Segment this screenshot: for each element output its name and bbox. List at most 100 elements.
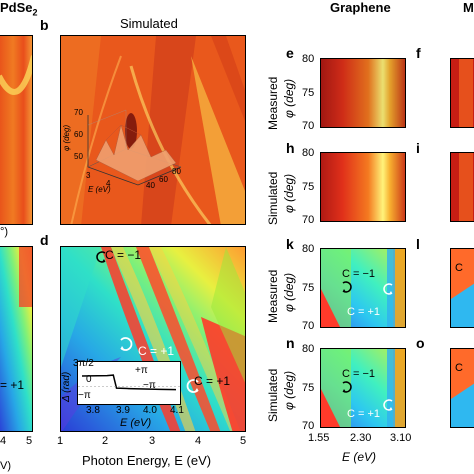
phase-inset-minus-pi: −π bbox=[143, 380, 156, 391]
k-rotation-arrow-icon bbox=[340, 280, 354, 294]
material-title-mid: Graphene bbox=[330, 0, 391, 15]
phase-inset-xtick-4.0: 4.0 bbox=[143, 405, 157, 416]
ylabel-n: φ (deg) bbox=[282, 370, 296, 410]
phase-inset-plot bbox=[77, 361, 181, 405]
row-label-e: Measured bbox=[266, 76, 280, 130]
phase-inset-ytick-bottom: −π bbox=[78, 390, 91, 401]
panel-letter-n: n bbox=[286, 335, 295, 351]
panel-letter-b: b bbox=[40, 17, 49, 33]
rotation-arrow-icon bbox=[94, 250, 108, 264]
n-rotation-arrow-icon bbox=[340, 380, 354, 394]
k-ytick-80: 80 bbox=[302, 243, 315, 255]
h-ytick-80: 80 bbox=[302, 147, 315, 159]
inset-3d-surface: 70 60 50 φ (deg) 3 4 E (eV) 40 60 80 bbox=[62, 105, 186, 200]
panel-f-map bbox=[450, 58, 474, 128]
ylabel-h: φ (deg) bbox=[282, 173, 296, 213]
e-ytick-70: 70 bbox=[302, 120, 315, 132]
n-c-plus-label: C = +1 bbox=[347, 408, 381, 420]
main-xlabel: Photon Energy, E (eV) bbox=[82, 453, 212, 468]
phase-inset-xlabel: E (eV) bbox=[120, 417, 152, 429]
row-label-k: Measured bbox=[266, 269, 280, 323]
panel-k-phase bbox=[320, 248, 406, 328]
rotation-arrow-icon-white bbox=[118, 336, 134, 352]
panel-letter-d: d bbox=[40, 232, 49, 248]
right-xtick-2.30: 2.30 bbox=[350, 432, 372, 444]
d-c-plus-right-label: C = +1 bbox=[194, 374, 231, 388]
n-ytick-80: 80 bbox=[302, 343, 315, 355]
phase-inset-ylabel: Δ (rad) bbox=[61, 371, 72, 402]
ylabel-e: φ (deg) bbox=[282, 78, 296, 118]
l-c-label: C bbox=[455, 262, 463, 274]
x-tick-3: 3 bbox=[149, 435, 156, 447]
n-ytick-75: 75 bbox=[302, 382, 315, 394]
e-ytick-80: 80 bbox=[302, 53, 315, 65]
h-ytick-75: 75 bbox=[302, 181, 315, 193]
e-ytick-75: 75 bbox=[302, 87, 315, 99]
left-x-tick-4: 4 bbox=[0, 435, 7, 447]
panel-i-map bbox=[450, 152, 474, 222]
material-title-right-fragment: M bbox=[463, 0, 474, 15]
panel-letter-k: k bbox=[286, 236, 294, 252]
x-tick-5: 5 bbox=[240, 435, 247, 447]
right-xtick-3.10: 3.10 bbox=[390, 432, 412, 444]
inset-3d-y-tick-60: 60 bbox=[159, 175, 168, 184]
n-rotation-arrow-icon-white bbox=[381, 398, 395, 412]
x-tick-2: 2 bbox=[102, 435, 109, 447]
panel-letter-f: f bbox=[416, 45, 421, 61]
inset-3d-x-label: E (eV) bbox=[88, 185, 111, 194]
panel-b-map bbox=[60, 35, 246, 225]
n-ytick-70: 70 bbox=[302, 420, 315, 432]
c-plus-left-fragment: = +1 bbox=[0, 378, 25, 392]
material-title-left: PdSe2 bbox=[0, 0, 38, 18]
x-tick-4: 4 bbox=[195, 435, 202, 447]
x-tick-1: 1 bbox=[57, 435, 64, 447]
inset-3d-z-tick-60: 60 bbox=[74, 130, 83, 139]
h-ytick-70: 70 bbox=[302, 214, 315, 226]
panel-n-phase bbox=[320, 348, 406, 428]
panel-e-map bbox=[320, 58, 406, 128]
phase-series-line bbox=[81, 374, 177, 391]
d-c-minus-label: C = −1 bbox=[105, 248, 142, 262]
phase-inset-ytick-top: 3π/2 bbox=[73, 358, 94, 369]
panel-title-b: Simulated bbox=[120, 16, 178, 31]
n-c-minus-label: C = −1 bbox=[342, 368, 376, 380]
o-c-label: C bbox=[455, 362, 463, 374]
k-c-plus-label: C = +1 bbox=[347, 306, 381, 318]
phase-inset-xtick-3.8: 3.8 bbox=[86, 405, 100, 416]
k-rotation-arrow-icon-white bbox=[381, 282, 395, 296]
panel-letter-h: h bbox=[286, 140, 295, 156]
row-label-h: Simulated bbox=[266, 171, 280, 225]
k-ytick-75: 75 bbox=[302, 282, 315, 294]
inset-3d-x-tick-3: 3 bbox=[86, 171, 91, 180]
left-axis-fragment-top: °) bbox=[0, 226, 9, 238]
phase-inset-xtick-4.1: 4.1 bbox=[170, 405, 184, 416]
phase-inset-xtick-3.9: 3.9 bbox=[116, 405, 130, 416]
k-c-minus-label: C = −1 bbox=[342, 268, 376, 280]
inset-3d-x-tick-4: 4 bbox=[106, 179, 111, 188]
right-xtick-1.55: 1.55 bbox=[308, 432, 330, 444]
phase-inset-plus-pi: +π bbox=[135, 365, 148, 376]
panel-letter-o: o bbox=[416, 335, 425, 351]
panel-h-map bbox=[320, 152, 406, 222]
inset-3d-z-tick-50: 50 bbox=[74, 152, 83, 161]
phase-inset-ytick-zero: 0 bbox=[86, 374, 92, 385]
inset-3d-z-tick-70: 70 bbox=[74, 108, 83, 117]
panel-c-fragment bbox=[0, 246, 33, 432]
panel-d-phase-map bbox=[60, 246, 246, 432]
row-label-n: Simulated bbox=[266, 368, 280, 422]
panel-l-phase bbox=[450, 248, 474, 328]
k-ytick-70: 70 bbox=[302, 320, 315, 332]
inset-3d-y-tick-40: 40 bbox=[146, 181, 155, 190]
panel-letter-e: e bbox=[286, 45, 294, 61]
left-x-tick-5: 5 bbox=[26, 435, 33, 447]
panel-letter-l: l bbox=[416, 236, 420, 252]
rotation-arrow-icon-white-2 bbox=[186, 378, 202, 394]
inset-3d-z-label: φ (deg) bbox=[62, 124, 71, 151]
panel-a-fragment bbox=[0, 35, 33, 225]
right-xlabel: E (eV) bbox=[342, 450, 377, 464]
inset-3d-y-tick-80: 80 bbox=[172, 167, 181, 176]
left-axis-fragment-bottom: V) bbox=[0, 460, 11, 472]
panel-o-phase bbox=[450, 348, 474, 428]
panel-letter-i: i bbox=[416, 140, 420, 156]
d-c-plus-mid-label: C = +1 bbox=[138, 344, 175, 358]
